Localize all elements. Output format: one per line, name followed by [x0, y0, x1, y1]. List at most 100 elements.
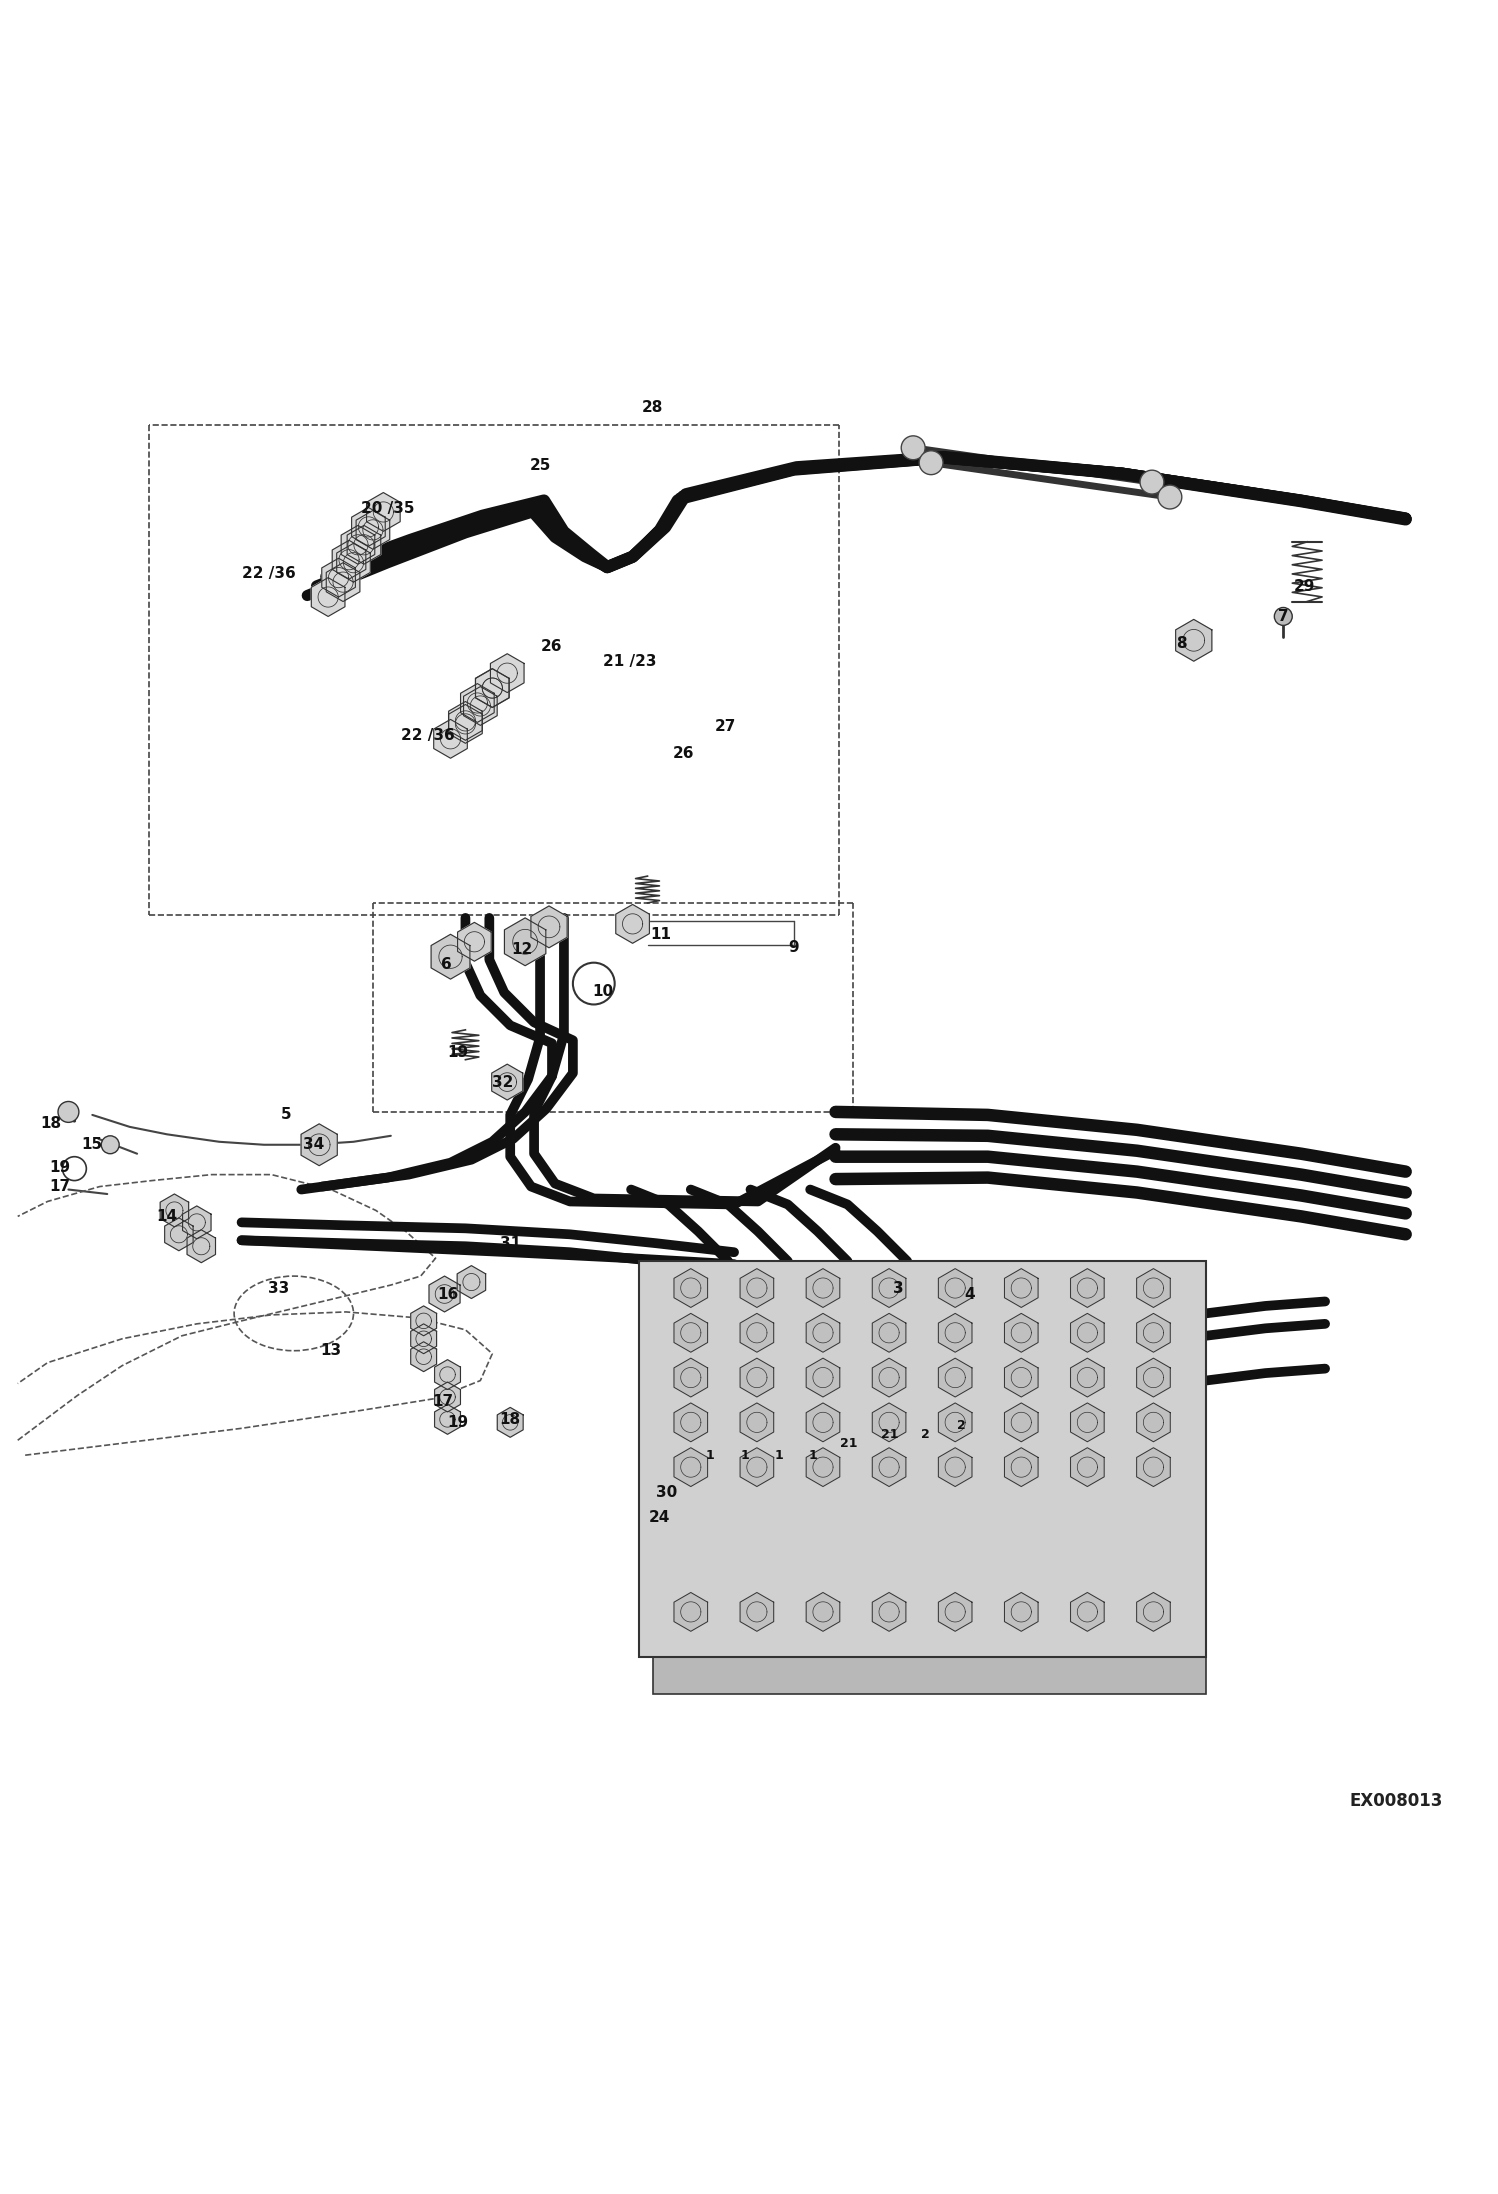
Polygon shape [428, 1277, 460, 1312]
Polygon shape [740, 1314, 773, 1352]
Polygon shape [806, 1314, 840, 1352]
Text: 32: 32 [491, 1075, 514, 1090]
Polygon shape [463, 687, 497, 726]
Polygon shape [674, 1402, 707, 1441]
Text: 28: 28 [641, 399, 662, 415]
Text: 13: 13 [321, 1343, 342, 1358]
Polygon shape [806, 1402, 840, 1441]
Text: EX008013: EX008013 [1350, 1792, 1443, 1810]
Text: 31: 31 [500, 1235, 521, 1251]
Circle shape [920, 450, 944, 474]
Text: 8: 8 [1176, 636, 1186, 652]
Text: 27: 27 [715, 720, 736, 735]
Polygon shape [616, 904, 650, 943]
Text: 34: 34 [303, 1136, 324, 1152]
Polygon shape [1005, 1402, 1038, 1441]
Circle shape [1158, 485, 1182, 509]
Polygon shape [367, 494, 400, 531]
Polygon shape [448, 702, 482, 739]
Polygon shape [674, 1593, 707, 1632]
Text: 21: 21 [881, 1428, 897, 1441]
Circle shape [102, 1136, 120, 1154]
Polygon shape [1137, 1314, 1170, 1352]
Text: 22 /36: 22 /36 [241, 566, 295, 581]
Text: 19: 19 [448, 1415, 469, 1430]
Circle shape [1140, 470, 1164, 494]
Text: 30: 30 [656, 1485, 677, 1501]
Polygon shape [872, 1593, 906, 1632]
Polygon shape [938, 1268, 972, 1308]
Polygon shape [530, 906, 568, 948]
Text: 3: 3 [893, 1281, 903, 1294]
Polygon shape [410, 1343, 436, 1371]
Polygon shape [674, 1358, 707, 1398]
Polygon shape [740, 1402, 773, 1441]
Text: 1: 1 [774, 1448, 783, 1461]
Polygon shape [1137, 1402, 1170, 1441]
Polygon shape [187, 1231, 216, 1264]
Polygon shape [872, 1358, 906, 1398]
Text: 12: 12 [511, 941, 533, 957]
Polygon shape [475, 669, 509, 706]
Text: 2: 2 [921, 1428, 929, 1441]
Text: 29: 29 [1293, 579, 1315, 595]
Polygon shape [740, 1268, 773, 1308]
Polygon shape [357, 511, 389, 548]
Polygon shape [348, 524, 380, 564]
Text: 19: 19 [49, 1161, 70, 1174]
Polygon shape [872, 1314, 906, 1352]
Text: 18: 18 [500, 1413, 521, 1426]
Text: 26: 26 [673, 746, 694, 761]
Circle shape [572, 963, 614, 1005]
Polygon shape [333, 540, 366, 579]
Text: 9: 9 [788, 941, 798, 954]
Polygon shape [1137, 1448, 1170, 1488]
Text: 2: 2 [957, 1420, 965, 1433]
Polygon shape [327, 562, 360, 601]
Polygon shape [322, 557, 355, 597]
Polygon shape [301, 1123, 337, 1165]
Polygon shape [410, 1305, 436, 1336]
Polygon shape [1071, 1358, 1104, 1398]
Text: 15: 15 [82, 1136, 103, 1152]
Polygon shape [938, 1402, 972, 1441]
Polygon shape [1005, 1314, 1038, 1352]
Circle shape [63, 1156, 87, 1180]
Text: 16: 16 [437, 1286, 458, 1301]
Text: 20 /35: 20 /35 [361, 502, 415, 516]
Polygon shape [183, 1207, 211, 1240]
Text: 11: 11 [650, 926, 671, 941]
Text: 26: 26 [541, 638, 563, 654]
Polygon shape [872, 1268, 906, 1308]
Text: 10: 10 [592, 983, 613, 998]
Polygon shape [165, 1218, 193, 1251]
Polygon shape [674, 1314, 707, 1352]
Polygon shape [460, 685, 494, 722]
Polygon shape [1071, 1448, 1104, 1488]
Polygon shape [674, 1268, 707, 1308]
Polygon shape [475, 669, 509, 706]
Polygon shape [491, 1064, 523, 1099]
Polygon shape [740, 1358, 773, 1398]
Polygon shape [674, 1448, 707, 1488]
Text: 21 /23: 21 /23 [602, 654, 656, 669]
Text: 33: 33 [268, 1281, 289, 1294]
Polygon shape [806, 1268, 840, 1308]
Polygon shape [434, 1360, 460, 1389]
Polygon shape [431, 935, 470, 979]
Polygon shape [1071, 1402, 1104, 1441]
Polygon shape [457, 1266, 485, 1299]
Polygon shape [457, 921, 491, 961]
Circle shape [58, 1101, 79, 1123]
Polygon shape [505, 917, 545, 965]
Polygon shape [1071, 1314, 1104, 1352]
Bar [653, 1656, 1206, 1694]
Polygon shape [160, 1194, 189, 1226]
Polygon shape [1005, 1268, 1038, 1308]
Polygon shape [352, 507, 385, 546]
Text: 7: 7 [1278, 610, 1288, 623]
Bar [638, 1262, 1206, 1656]
Polygon shape [938, 1314, 972, 1352]
Polygon shape [938, 1593, 972, 1632]
Text: 19: 19 [448, 1044, 469, 1060]
